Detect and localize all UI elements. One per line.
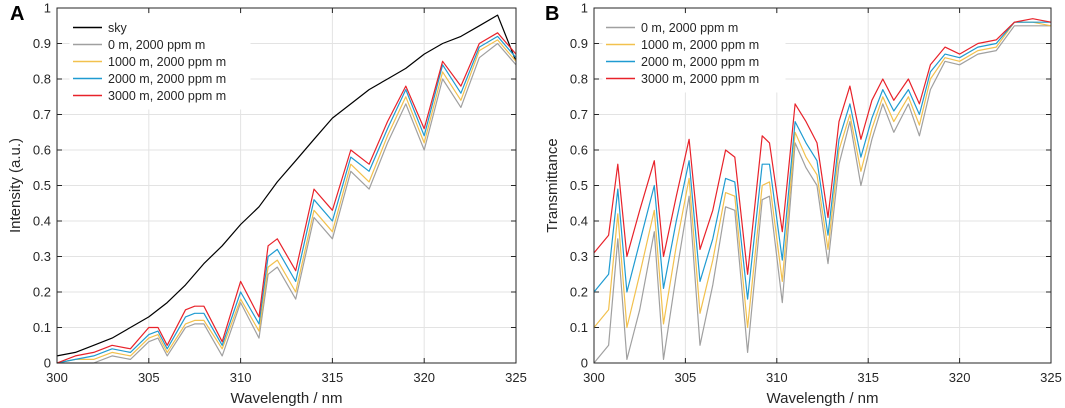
y-tick-label: 0.8 (570, 72, 588, 87)
legend: 0 m, 2000 ppm m 1000 m, 2000 ppm m 2000 m,… (603, 14, 785, 92)
y-tick-label: 0.3 (570, 249, 588, 264)
y-tick-label: 0.3 (33, 249, 51, 264)
x-tick-label: 300 (583, 370, 605, 385)
x-tick-label: 315 (857, 370, 879, 385)
y-tick-label: 0.8 (33, 72, 51, 87)
x-tick-label: 325 (1040, 370, 1062, 385)
x-axis-label: Wavelength / nm (767, 390, 879, 407)
panel-letter: A (10, 3, 24, 25)
y-tick-label: 0.6 (570, 143, 588, 158)
x-tick-label: 300 (46, 370, 68, 385)
y-tick-label: 0.2 (33, 285, 51, 300)
x-tick-label: 320 (949, 370, 971, 385)
x-axis-label: Wavelength / nm (231, 390, 343, 407)
y-tick-label: 0.7 (33, 107, 51, 122)
figure-canvas: 300 305 310 315 320 325 0 0.1 0.2 0.3 0.4 0.5 0.6 0.7… (0, 0, 1065, 408)
y-tick-label: 0.5 (570, 178, 588, 193)
y-tick-label: 0.1 (33, 320, 51, 335)
y-tick-label: 0 (581, 356, 588, 371)
y-tick-label: 0.9 (33, 36, 51, 51)
y-tick-label: 0.4 (570, 214, 588, 229)
y-tick-label: 0.4 (33, 214, 51, 229)
legend-entry: 0 m, 2000 ppm m (108, 38, 205, 52)
x-tick-label: 315 (322, 370, 344, 385)
y-tick-label: 1 (581, 1, 588, 16)
chart-panel-a: 300 305 310 315 320 325 0 0.1 0.2 0.3 0.4 0.5 0.6 0.7… (7, 1, 527, 408)
x-tick-label: 305 (675, 370, 697, 385)
y-tick-label: 0 (44, 356, 51, 371)
legend-entry: 1000 m, 2000 ppm m (108, 55, 226, 69)
y-axis-label: Transmittance (544, 138, 561, 232)
y-tick-label: 0.6 (33, 143, 51, 158)
y-tick-label: 0.9 (570, 36, 588, 51)
y-tick-label: 0.5 (33, 178, 51, 193)
x-tick-label: 310 (230, 370, 252, 385)
panel-letter: B (545, 3, 559, 25)
chart-panel-b: 300 305 310 315 320 325 0 0.1 0.2 0.3 0.4 0.5 0.6 0.7… (544, 1, 1062, 408)
legend-entry: 0 m, 2000 ppm m (641, 21, 738, 35)
legend-entry: 3000 m, 2000 ppm m (641, 72, 759, 86)
y-tick-label: 0.7 (570, 107, 588, 122)
legend-entry: 2000 m, 2000 ppm m (641, 55, 759, 69)
y-tick-label: 1 (44, 1, 51, 16)
legend-entry: sky (108, 21, 128, 35)
x-tick-label: 310 (766, 370, 788, 385)
y-tick-label: 0.2 (570, 285, 588, 300)
x-tick-label: 305 (138, 370, 160, 385)
legend: sky 0 m, 2000 ppm m 1000 m, 2000 ppm m 2000… (70, 14, 250, 109)
y-tick-label: 0.1 (570, 320, 588, 335)
legend-entry: 2000 m, 2000 ppm m (108, 72, 226, 86)
legend-entry: 1000 m, 2000 ppm m (641, 38, 759, 52)
legend-entry: 3000 m, 2000 ppm m (108, 89, 226, 103)
y-axis-label: Intensity (a.u.) (7, 138, 24, 233)
x-tick-label: 325 (505, 370, 527, 385)
x-tick-label: 320 (413, 370, 435, 385)
